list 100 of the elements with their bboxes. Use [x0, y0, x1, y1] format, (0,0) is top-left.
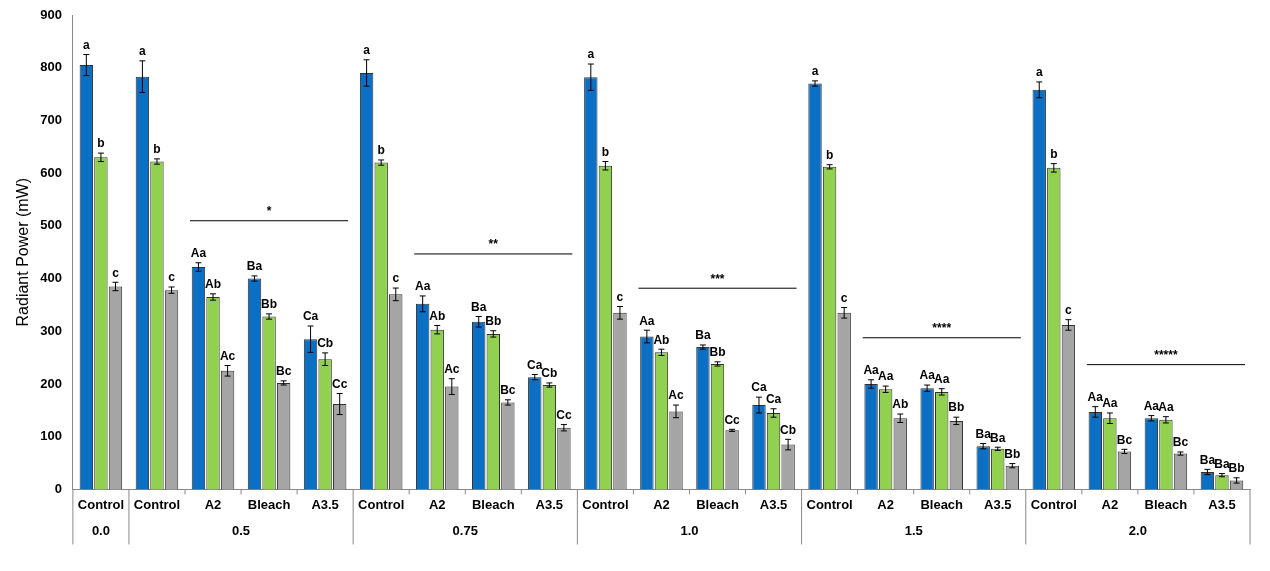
y-tick-label: 0: [54, 480, 62, 496]
data-label: Aa: [863, 363, 880, 378]
data-label: Bb: [709, 345, 726, 360]
data-label: b: [825, 148, 834, 163]
data-label: b: [1050, 146, 1058, 161]
data-label: c: [168, 270, 176, 285]
data-label: Cc: [556, 407, 572, 422]
data-label: a: [363, 43, 371, 58]
data-label: a: [587, 47, 595, 62]
data-label: Aa: [1102, 396, 1118, 411]
y-tick-label: 400: [40, 270, 62, 286]
y-tick-label: 700: [40, 112, 62, 127]
data-label: Aa: [877, 369, 894, 384]
data-label: a: [139, 44, 147, 59]
y-tick-label: 500: [40, 217, 62, 233]
data-label: Ba: [246, 259, 263, 274]
data-label: b: [377, 143, 385, 158]
data-label: c: [112, 265, 120, 280]
data-label: Ca: [302, 309, 319, 324]
data-label: Ac: [668, 388, 685, 403]
data-label: Bc: [500, 383, 516, 398]
annotation: *****: [1154, 347, 1178, 362]
data-label: b: [601, 144, 610, 159]
data-label: a: [811, 64, 819, 79]
data-label: Aa: [1158, 399, 1174, 414]
data-label: Bb: [1228, 461, 1245, 476]
x-tick-label: Bleach: [247, 496, 291, 512]
y-tick-label: 600: [40, 164, 62, 180]
data-label: Ac: [444, 362, 460, 377]
data-label: Aa: [934, 372, 950, 387]
data-label: Ca: [765, 392, 782, 407]
y-tick-label: 200: [40, 375, 62, 391]
y-tick-label: 300: [40, 322, 62, 338]
annotation: ****: [932, 321, 952, 336]
x-tick-label: A3.5: [984, 496, 1012, 512]
data-label: Bb: [1004, 446, 1021, 461]
text: 0.5: [232, 522, 251, 538]
data-label: Cc: [332, 376, 348, 391]
data-label: Bc: [1172, 435, 1189, 450]
annotation: **: [488, 237, 499, 252]
data-label: Bb: [261, 297, 278, 312]
x-tick-label: Control: [1030, 496, 1077, 512]
x-tick-label: A3.5: [311, 496, 339, 512]
annotation: ***: [710, 271, 725, 286]
data-label: c: [392, 271, 400, 286]
data-label: Bb: [485, 314, 502, 329]
data-label: c: [1065, 302, 1073, 317]
data-label: Ab: [429, 308, 446, 323]
data-label: Ca: [527, 357, 543, 372]
text: 2.0: [1128, 522, 1147, 538]
x-tick-label: Control: [133, 496, 181, 512]
data-label: a: [83, 37, 90, 52]
x-tick-label: Bleach: [471, 496, 515, 512]
data-label: Ab: [653, 332, 670, 347]
text: 0.0: [91, 522, 110, 538]
data-label: Bc: [275, 364, 292, 379]
data-label: Ca: [751, 380, 767, 395]
data-label: Bb: [948, 400, 965, 415]
x-tick-label: A3.5: [1208, 496, 1236, 512]
x-tick-label: Bleach: [696, 496, 739, 512]
x-tick-label: A3.5: [535, 496, 564, 512]
annotation: *: [266, 204, 272, 219]
data-label: Ba: [471, 299, 487, 314]
data-label: Ba: [990, 430, 1006, 445]
data-label: Cb: [541, 366, 558, 381]
x-tick-label: A2: [877, 496, 894, 512]
x-tick-label: Control: [77, 496, 125, 512]
x-tick-label: A2: [1101, 496, 1119, 512]
x-tick-label: A2: [653, 496, 670, 512]
y-tick-label: 800: [40, 59, 62, 75]
data-label: Bc: [1116, 432, 1133, 447]
data-label: Cb: [780, 422, 797, 437]
data-label: Ba: [695, 328, 711, 343]
y-axis-title: Radiant Power (mW): [14, 177, 32, 327]
data-label: b: [97, 136, 105, 151]
data-label: c: [616, 289, 624, 304]
data-label: Ba: [1214, 456, 1230, 471]
y-tick-label: 900: [40, 6, 62, 22]
data-label: Ab: [205, 277, 222, 292]
data-label: b: [153, 142, 161, 157]
x-tick-label: Control: [358, 496, 405, 512]
x-tick-label: Bleach: [1144, 496, 1188, 512]
x-tick-label: A2: [428, 496, 446, 512]
data-label: Aa: [190, 246, 207, 261]
data-label: c: [840, 290, 848, 305]
data-label: a: [1035, 65, 1043, 80]
data-label: Cc: [724, 412, 741, 427]
data-label: Cb: [317, 336, 334, 351]
data-label: Ab: [892, 397, 909, 412]
text: 0.75: [452, 522, 478, 538]
data-label: Aa: [1087, 389, 1104, 404]
text: 1.5: [904, 522, 923, 538]
data-label: Aa: [639, 313, 655, 328]
data-label: Aa: [414, 279, 431, 294]
data-label: Ba: [1199, 452, 1216, 467]
data-label: Ac: [219, 348, 236, 363]
x-tick-label: Bleach: [920, 496, 964, 512]
y-tick-label: 100: [40, 428, 62, 444]
x-tick-label: Control: [806, 496, 853, 512]
x-tick-label: Control: [582, 496, 629, 512]
